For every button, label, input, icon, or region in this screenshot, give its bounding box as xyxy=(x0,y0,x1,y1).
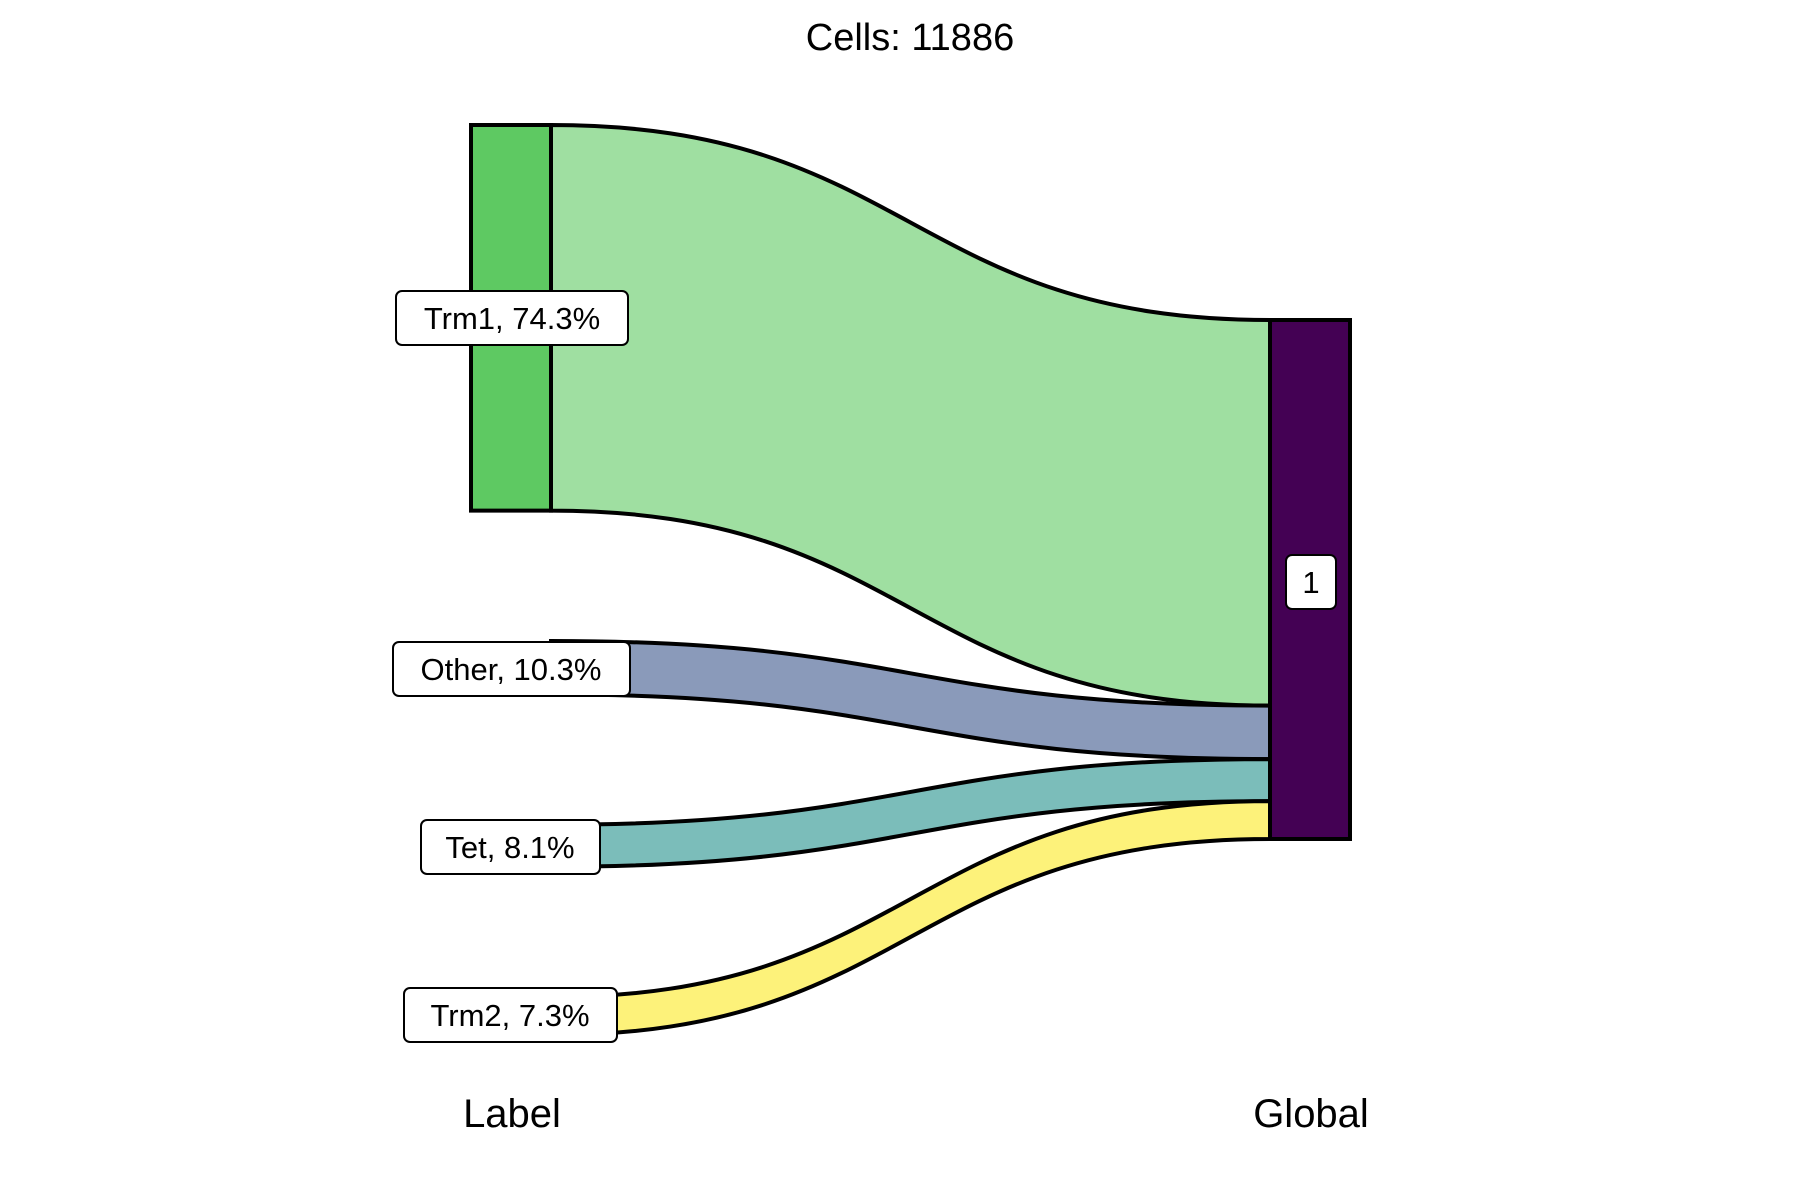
node-label-box-global-1 xyxy=(1285,554,1337,610)
node-label-box-trm2 xyxy=(403,987,618,1043)
node-label-other: Other, 10.3% xyxy=(392,641,631,697)
flows-group xyxy=(549,122,1272,1038)
axis-label-right: Global xyxy=(1253,1092,1369,1136)
node-label-trm2: Trm2, 7.3% xyxy=(403,987,618,1043)
node-label-box-other xyxy=(392,641,631,697)
node-label-box-trm1 xyxy=(395,290,629,346)
node-label-tet: Tet, 8.1% xyxy=(420,819,601,875)
node-label-text-tet: Tet, 8.1% xyxy=(445,830,574,865)
node-label-trm1: Trm1, 74.3% xyxy=(395,290,629,346)
node-label-text-trm2: Trm2, 7.3% xyxy=(430,998,589,1033)
node-label-text-other: Other, 10.3% xyxy=(421,652,602,687)
node-labels-group: Trm1, 74.3% Other, 10.3% Tet, 8.1% Trm2,… xyxy=(392,290,1337,1043)
node-label-text-global-1: 1 xyxy=(1302,565,1319,600)
node-label-box-tet xyxy=(420,819,601,875)
node-label-text-trm1: Trm1, 74.3% xyxy=(424,301,600,336)
flow-trm1 xyxy=(549,122,1272,708)
axis-label-left: Label xyxy=(463,1092,561,1136)
node-label-global-1: 1 xyxy=(1285,554,1337,610)
chart-title: Cells: 11886 xyxy=(806,17,1014,59)
